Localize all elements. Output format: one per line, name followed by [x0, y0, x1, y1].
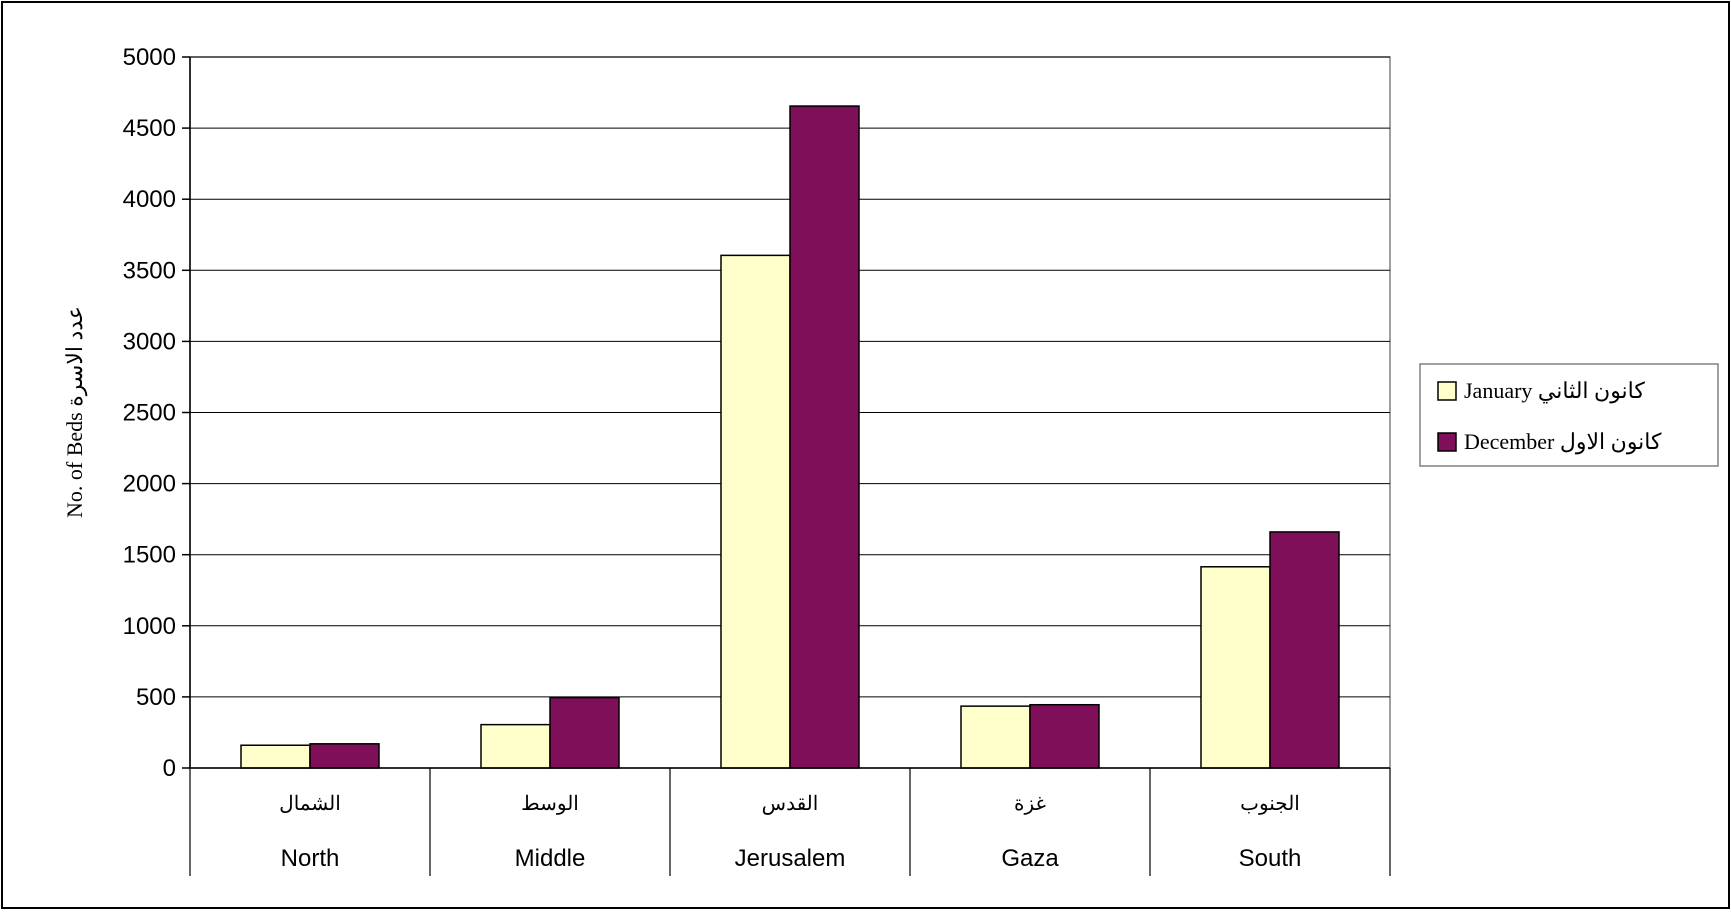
x-tick-label-arabic: غزة — [1014, 793, 1046, 815]
y-tick-label: 4000 — [123, 186, 176, 213]
bar-january — [240, 744, 311, 769]
x-tick-label-arabic: الوسط — [521, 793, 579, 815]
y-tick-label: 3500 — [123, 257, 176, 284]
bar-january — [480, 723, 551, 769]
x-tick-label: Jerusalem — [735, 845, 846, 872]
axes: 0 500 1000 1500 2000 2500 3000 3500 4000 4500 5000… — [123, 44, 1391, 876]
bar-december — [549, 696, 620, 769]
y-tick-label: 0 — [163, 755, 176, 782]
x-tick-label: North — [281, 845, 340, 872]
legend: كانون الثاني January كانون الاول Decembe… — [1419, 363, 1719, 467]
y-tick-label: 2000 — [123, 471, 176, 498]
bar-december — [309, 743, 380, 769]
x-tick-label-arabic: القدس — [762, 793, 819, 815]
bar-december — [1269, 531, 1340, 769]
bar-december — [1029, 703, 1100, 769]
y-tick-label: 3000 — [123, 328, 176, 355]
x-tick-label: Middle — [515, 845, 586, 872]
legend-box — [1419, 363, 1719, 467]
y-tick-label: 2500 — [123, 400, 176, 427]
legend-swatch-january — [1437, 381, 1457, 401]
y-tick-label: 4500 — [123, 115, 176, 142]
y-tick-label: 5000 — [123, 44, 176, 71]
bar-december — [789, 105, 860, 769]
x-tick-label: Gaza — [1001, 845, 1059, 872]
legend-label-december: كانون الاول December — [1464, 429, 1662, 455]
y-tick-label: 1000 — [123, 613, 176, 640]
x-tick-label-arabic: الجنوب — [1240, 793, 1300, 815]
y-tick-label: 1500 — [123, 542, 176, 569]
bar-january — [960, 705, 1031, 769]
x-tick-label-arabic: الشمال — [279, 793, 341, 815]
x-tick-label: South — [1239, 845, 1302, 872]
bar-january — [720, 254, 791, 769]
y-axis-label: No. of Beds عدد الاسرة — [62, 306, 88, 518]
y-tick-label: 500 — [136, 684, 176, 711]
legend-label-january: كانون الثاني January — [1464, 378, 1645, 404]
legend-swatch-december — [1437, 432, 1457, 452]
bar-january — [1200, 566, 1271, 769]
